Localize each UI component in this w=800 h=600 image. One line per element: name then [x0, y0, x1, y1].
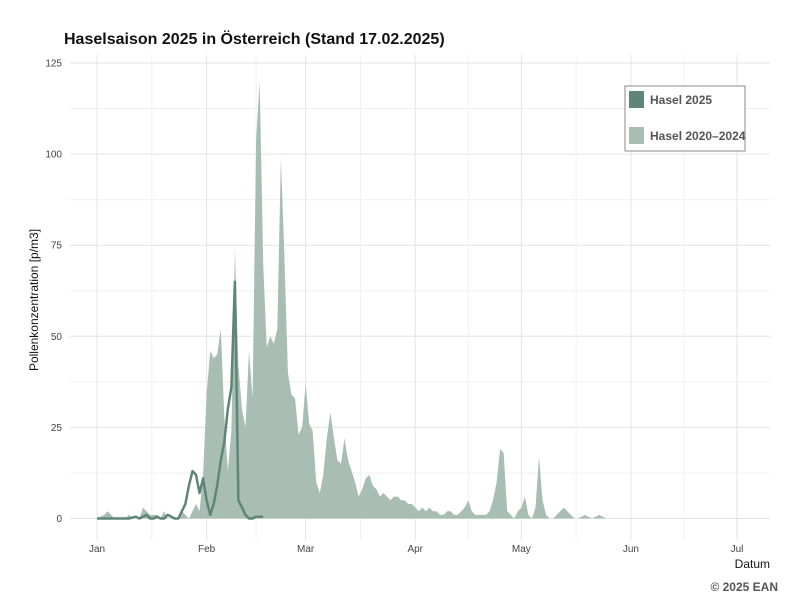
x-tick-label: Apr — [407, 544, 423, 555]
legend-label-hasel-2020-2024: Hasel 2020–2024 — [650, 129, 746, 143]
x-tick-label: Mar — [297, 544, 315, 555]
legend-box — [624, 85, 746, 152]
y-tick-label: 100 — [45, 150, 62, 161]
y-tick-label: 125 — [45, 59, 62, 70]
credit: © 2025 EAN — [710, 580, 778, 594]
x-tick-labels: Jan Feb Mar Apr May Jun Jul — [89, 544, 743, 555]
legend: Hasel 2025 Hasel 2020–2024 — [624, 85, 746, 152]
y-tick-label: 50 — [51, 332, 63, 343]
legend-swatch-hasel-2025 — [629, 91, 644, 108]
y-tick-label: 25 — [51, 423, 63, 434]
legend-swatch-hasel-2020-2024 — [629, 127, 644, 144]
y-axis-label: Pollenkonzentration [p/m3] — [27, 229, 41, 371]
chart-title: Haselsaison 2025 in Österreich (Stand 17… — [64, 29, 445, 48]
x-axis-label: Datum — [735, 557, 770, 571]
x-tick-label: May — [512, 544, 531, 555]
legend-label-hasel-2025: Hasel 2025 — [650, 93, 712, 107]
y-tick-labels: 0 25 50 75 100 125 — [45, 59, 62, 526]
series-area-layer — [97, 81, 663, 519]
x-tick-label: Jul — [731, 544, 744, 555]
x-tick-label: Feb — [198, 544, 216, 555]
series-line-hasel-2025 — [97, 280, 264, 520]
y-tick-label: 0 — [56, 514, 62, 525]
series-area-hasel-2020-2024 — [97, 81, 663, 519]
series-line-layer — [97, 280, 264, 520]
y-tick-label: 75 — [51, 241, 63, 252]
x-tick-label: Jun — [623, 544, 639, 555]
x-tick-label: Jan — [89, 544, 105, 555]
